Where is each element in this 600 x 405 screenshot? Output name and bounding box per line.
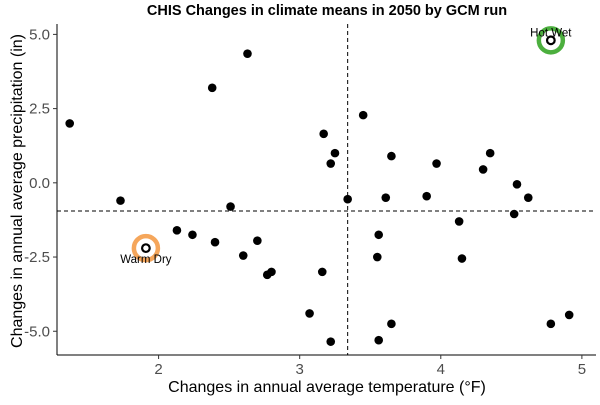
plot-area: 2 3 4 5 5.0 2.5 0.0 -2.5 -5.0 Warm Dry Hot Wet	[24, 24, 596, 378]
data-point	[454, 217, 464, 226]
x-axis-label: Changes in annual average temperature (°…	[168, 379, 486, 396]
data-point	[116, 196, 125, 205]
data-point	[319, 129, 328, 139]
data-point	[422, 191, 431, 201]
data-point	[358, 110, 368, 120]
data-point	[267, 267, 276, 277]
chart-title: CHIS Changes in climate means in 2050 by…	[147, 3, 507, 19]
y-axis-label: Changes in annual average precipitation …	[9, 34, 26, 348]
data-point	[226, 202, 235, 211]
data-point	[546, 319, 556, 329]
x-tick-label: 5	[578, 361, 586, 378]
data-point	[65, 119, 74, 128]
data-point	[243, 49, 252, 58]
data-point	[372, 252, 382, 262]
data-point	[330, 148, 340, 158]
data-point	[305, 309, 314, 318]
data-point	[210, 237, 220, 247]
y-tick-label: 2.5	[29, 101, 50, 118]
y-tick-label: -5.0	[24, 323, 50, 340]
data-point	[485, 148, 495, 158]
highlight-point	[545, 35, 556, 46]
data-point	[207, 83, 217, 93]
data-point	[374, 335, 384, 345]
data-point	[432, 159, 441, 168]
highlight-label: Hot Wet	[530, 27, 572, 39]
data-point	[238, 251, 248, 260]
data-point	[374, 230, 384, 240]
x-tick-label: 4	[437, 361, 445, 378]
data-point	[381, 193, 391, 202]
data-point	[512, 180, 522, 189]
y-tick-label: 0.0	[29, 175, 50, 192]
highlight-ring	[536, 26, 566, 55]
data-point	[509, 209, 519, 219]
data-point	[253, 236, 262, 246]
highlight-ring	[131, 233, 161, 263]
data-point	[387, 151, 396, 161]
x-tick-label: 2	[154, 361, 162, 378]
x-tick-label: 3	[296, 361, 304, 378]
y-tick-label: -2.5	[24, 249, 50, 266]
data-point	[523, 193, 533, 202]
data-point	[343, 194, 352, 204]
data-point	[387, 319, 396, 329]
data-point	[172, 226, 182, 235]
data-point	[326, 159, 336, 168]
data-point	[317, 267, 327, 277]
y-tick-label: 5.0	[29, 26, 50, 43]
data-point	[326, 337, 336, 346]
data-point	[564, 310, 574, 320]
data-point	[457, 254, 467, 263]
data-point	[188, 230, 197, 240]
highlight-point	[140, 243, 151, 254]
highlight-label: Warm Dry	[120, 254, 172, 266]
data-point	[478, 165, 488, 174]
